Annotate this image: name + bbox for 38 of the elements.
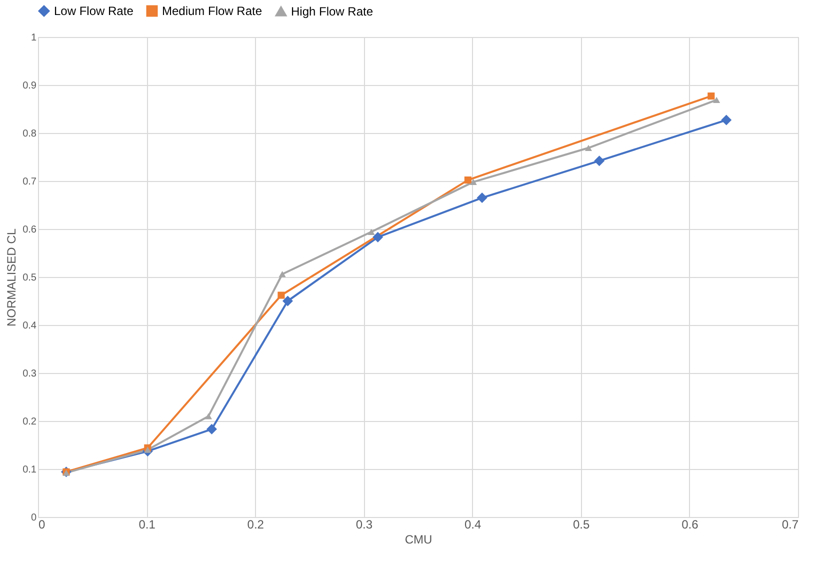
- point: [464, 176, 472, 184]
- y-tick-label: 0.3: [22, 368, 37, 380]
- point: [144, 446, 152, 453]
- x-tick-label: 0.3: [356, 518, 373, 532]
- x-tick-label: 0.4: [464, 518, 482, 532]
- x-tick-label: 0.6: [682, 518, 699, 532]
- legend-label: High Flow Rate: [291, 4, 374, 18]
- y-tick-label: 1: [30, 32, 37, 44]
- point: [721, 114, 732, 126]
- x-tick-label: 0.7: [782, 518, 799, 532]
- y-tick-label: 0.1: [22, 464, 37, 476]
- y-tick-label: 0.2: [22, 416, 37, 428]
- point: [470, 178, 477, 186]
- x-tick-label: 0.1: [138, 518, 156, 532]
- point: [476, 192, 488, 204]
- point: [206, 424, 217, 434]
- point: [278, 271, 286, 278]
- legend-label: Low Flow Rate: [54, 4, 134, 18]
- y-tick-label: 0.9: [22, 80, 37, 92]
- point: [708, 92, 715, 100]
- y-tick-label: 0.7: [22, 176, 37, 188]
- y-tick-label: 0.8: [22, 128, 37, 140]
- legend-label: Medium Flow Rate: [162, 4, 262, 18]
- point: [278, 292, 285, 299]
- y-tick-label: 0.5: [22, 272, 37, 284]
- y-axis-title: NORMALISED CL: [4, 228, 19, 327]
- point: [584, 144, 592, 151]
- x-axis-title: CMU: [404, 532, 432, 546]
- point: [204, 413, 212, 420]
- y-tick-label: 0.4: [22, 320, 37, 332]
- point: [594, 156, 605, 166]
- point: [368, 228, 375, 235]
- x-tick-label: 0.2: [247, 518, 264, 532]
- y-tick-label: 0.6: [22, 224, 37, 236]
- x-tick-label: 0.5: [573, 518, 590, 532]
- point: [372, 232, 384, 242]
- point: [713, 96, 720, 103]
- point: [282, 296, 293, 306]
